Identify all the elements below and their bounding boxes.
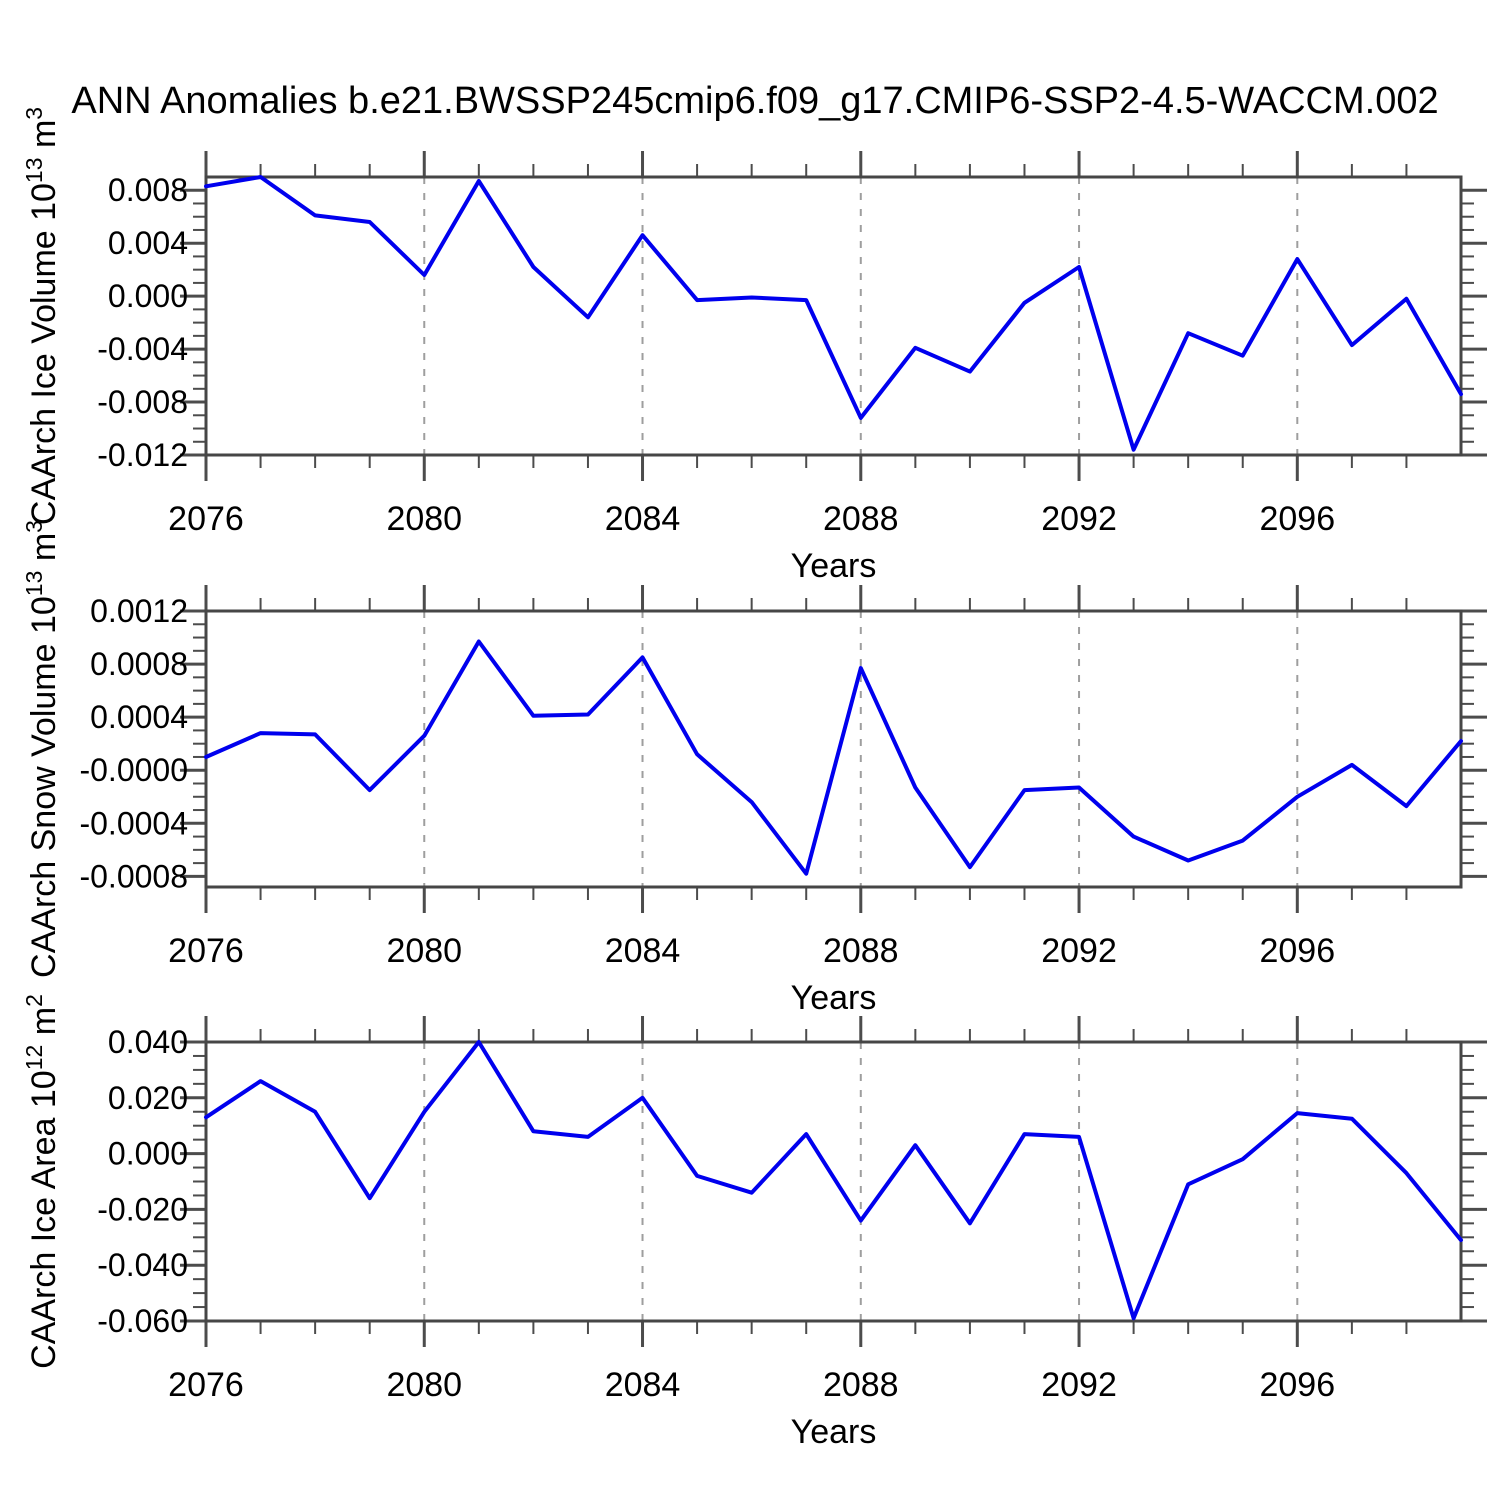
y-axis-title: CAArch Ice Volume 1013 m3 (21, 107, 63, 525)
x-tick-label: 2084 (605, 932, 681, 970)
y-tick-label: 0.020 (108, 1080, 188, 1116)
x-tick-label: 2092 (1041, 1366, 1117, 1404)
line-series (204, 175, 1463, 452)
y-tick-label: -0.0000 (79, 752, 188, 788)
x-tick-label: 2096 (1259, 500, 1335, 538)
y-tick-label: 0.000 (108, 1136, 188, 1172)
x-tick-label: 2084 (605, 1366, 681, 1404)
y-tick-label: 0.0008 (90, 646, 188, 682)
plot-frame (204, 175, 1463, 457)
x-tick-label: 2084 (605, 500, 681, 538)
y-tick-label: 0.000 (108, 278, 188, 314)
x-tick-label: 2092 (1041, 932, 1117, 970)
chart-caarch-ice-volume: 0.008 0.004 0.000 -0.004 -0.008 -0.012 2076 208… (21, 107, 1487, 585)
x-axis-title: Years (791, 547, 877, 585)
plot-frame (204, 609, 1463, 889)
charts-group: 0.008 0.004 0.000 -0.004 -0.008 -0.012 2076 208… (21, 107, 1487, 1451)
chart-caarch-ice-area: 0.040 0.020 0.000 -0.020 -0.040 -0.060 2076 208… (21, 994, 1487, 1451)
y-tick-label: -0.060 (97, 1303, 188, 1339)
y-tick-label: 0.004 (108, 225, 188, 261)
y-axis-title: CAArch Snow Volume 1013 m3 (21, 520, 63, 978)
y-tick-label: -0.008 (97, 384, 188, 420)
x-tick-label: 2088 (823, 1366, 899, 1404)
x-tick-label: 2088 (823, 932, 899, 970)
x-tick-label: 2076 (168, 500, 244, 538)
x-tick-label: 2076 (168, 932, 244, 970)
chart-caarch-snow-volume: 0.0012 0.0008 0.0004 -0.0000 -0.0004 -0.0008 2… (21, 520, 1487, 1017)
x-tick-label: 2096 (1259, 1366, 1335, 1404)
y-tick-label: 0.0004 (90, 699, 188, 735)
y-tick-label: 0.0012 (90, 593, 188, 629)
plot-frame (204, 1040, 1463, 1323)
x-axis-title: Years (791, 1413, 877, 1451)
chart-title: ANN Anomalies b.e21.BWSSP245cmip6.f09_g1… (71, 80, 1438, 122)
x-tick-label: 2080 (386, 932, 462, 970)
y-tick-label: 0.040 (108, 1024, 188, 1060)
x-tick-label: 2092 (1041, 500, 1117, 538)
x-tick-label: 2076 (168, 1366, 244, 1404)
line-series (204, 1040, 1463, 1321)
y-tick-label: 0.008 (108, 172, 188, 208)
y-tick-label: -0.0008 (79, 858, 188, 894)
x-tick-label: 2080 (386, 500, 462, 538)
x-tick-label: 2096 (1259, 932, 1335, 970)
y-axis-title: CAArch Ice Area 1012 m2 (21, 994, 63, 1369)
y-tick-label: -0.0004 (79, 805, 188, 841)
y-tick-label: -0.020 (97, 1191, 188, 1227)
y-tick-label: -0.040 (97, 1247, 188, 1283)
x-axis-title: Years (791, 979, 877, 1017)
y-tick-label: -0.004 (97, 331, 188, 367)
x-tick-label: 2088 (823, 500, 899, 538)
line-series (204, 639, 1463, 876)
y-tick-label: -0.012 (97, 437, 188, 473)
x-tick-label: 2080 (386, 1366, 462, 1404)
